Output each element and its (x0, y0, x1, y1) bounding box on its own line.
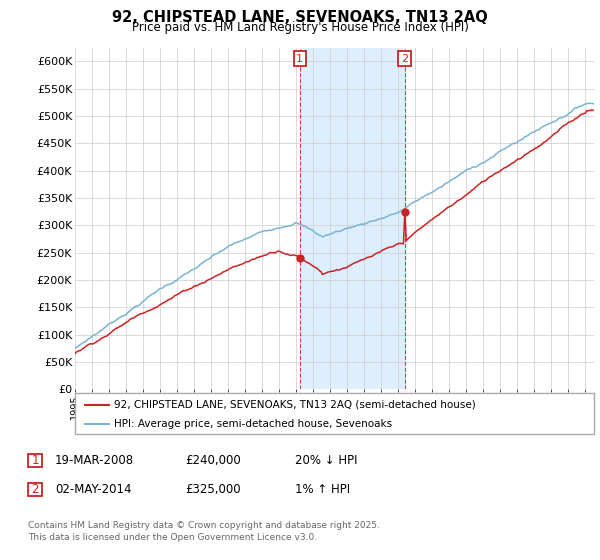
Text: £325,000: £325,000 (185, 483, 241, 496)
Text: HPI: Average price, semi-detached house, Sevenoaks: HPI: Average price, semi-detached house,… (114, 419, 392, 429)
Text: 19-MAR-2008: 19-MAR-2008 (55, 454, 134, 466)
Text: 92, CHIPSTEAD LANE, SEVENOAKS, TN13 2AQ: 92, CHIPSTEAD LANE, SEVENOAKS, TN13 2AQ (112, 10, 488, 25)
Text: 02-MAY-2014: 02-MAY-2014 (55, 483, 131, 496)
Text: 1% ↑ HPI: 1% ↑ HPI (295, 483, 350, 496)
Text: 92, CHIPSTEAD LANE, SEVENOAKS, TN13 2AQ (semi-detached house): 92, CHIPSTEAD LANE, SEVENOAKS, TN13 2AQ … (114, 400, 476, 409)
Text: Contains HM Land Registry data © Crown copyright and database right 2025.
This d: Contains HM Land Registry data © Crown c… (28, 521, 380, 542)
Text: 2: 2 (401, 54, 408, 63)
Bar (28, 454, 42, 466)
Text: Price paid vs. HM Land Registry's House Price Index (HPI): Price paid vs. HM Land Registry's House … (131, 21, 469, 34)
Text: £240,000: £240,000 (185, 454, 241, 466)
Text: 1: 1 (31, 454, 39, 466)
Bar (28, 483, 42, 496)
Text: 2: 2 (31, 483, 39, 496)
FancyBboxPatch shape (75, 393, 594, 434)
Text: 1: 1 (296, 54, 303, 63)
Text: 20% ↓ HPI: 20% ↓ HPI (295, 454, 358, 466)
Bar (300, 48, 404, 389)
